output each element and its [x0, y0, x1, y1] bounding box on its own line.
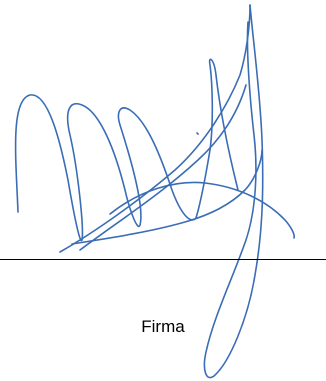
signature-caption: Firma [141, 317, 185, 336]
signature-line [0, 259, 326, 260]
